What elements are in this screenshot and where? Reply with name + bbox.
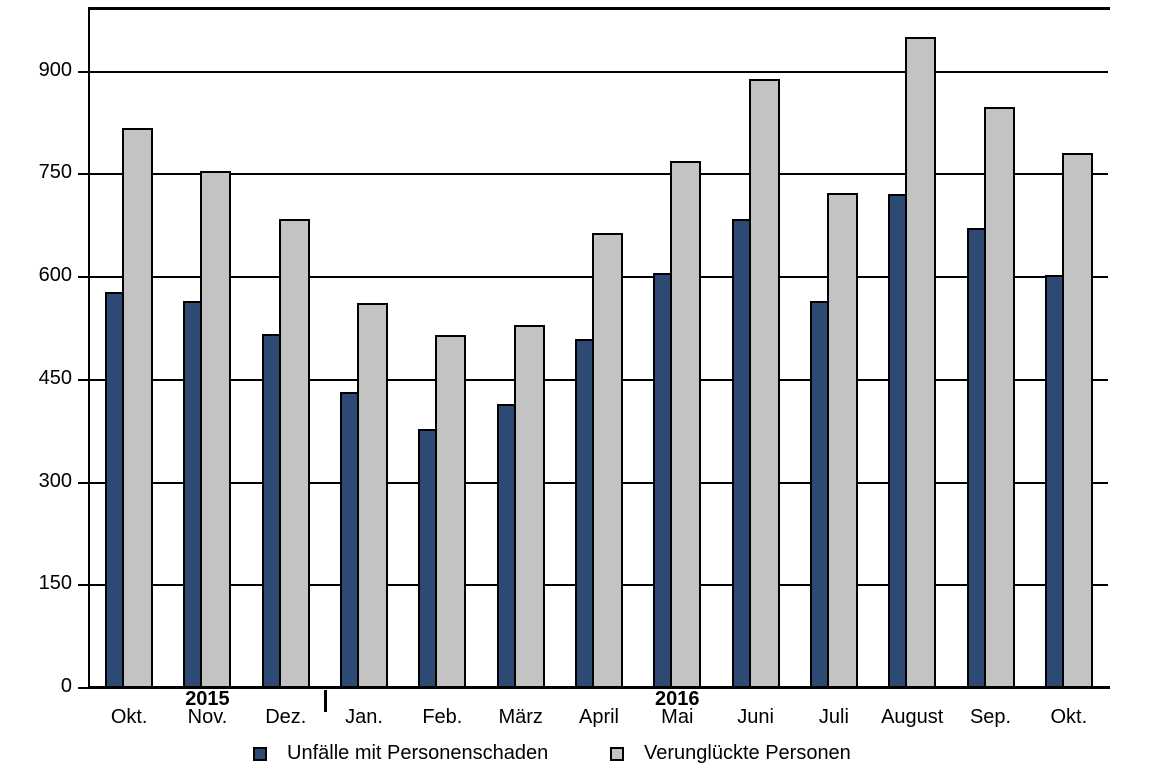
legend-item-verunglueckte: Verunglückte Personen	[610, 742, 851, 764]
bar-verunglueckte-5	[513, 325, 545, 688]
y-axis-label-150: 150	[38, 572, 72, 595]
y-tick-600	[78, 276, 90, 279]
bar-verunglueckte-3	[357, 303, 389, 688]
bar-verunglueckte-0	[122, 127, 154, 688]
y-axis-label-450: 450	[38, 366, 72, 389]
bar-verunglueckte-8	[748, 79, 780, 688]
y-axis-label-900: 900	[38, 58, 72, 81]
legend-swatch-unfaelle-icon	[253, 746, 267, 761]
x-axis-label-10: August	[881, 706, 944, 728]
x-axis-label-9: Juli	[818, 706, 849, 728]
legend-item-unfaelle: Unfälle mit Personenschaden	[253, 742, 548, 764]
bar-verunglueckte-11	[983, 107, 1015, 688]
x-axis-label-2: Dez.	[265, 706, 307, 728]
y-tick-450	[78, 378, 90, 381]
x-axis-label-11: Sep.	[969, 706, 1012, 728]
y-tick-750	[78, 173, 90, 176]
y-tick-900	[78, 70, 90, 73]
y-axis-label-0: 0	[60, 675, 72, 697]
x-axis-label-6: April	[578, 706, 619, 728]
year-label-2015: 2015	[185, 688, 230, 710]
x-axis-label-12: Okt.	[1050, 706, 1088, 728]
bar-verunglueckte-4	[435, 335, 467, 688]
bar-verunglueckte-9	[826, 192, 858, 688]
y-axis-label-300: 300	[38, 469, 72, 492]
gridline-750	[90, 173, 1108, 176]
y-axis-line	[88, 8, 90, 689]
x-axis-label-3: Jan.	[345, 706, 383, 728]
y-tick-300	[78, 481, 90, 484]
bar-verunglueckte-1	[200, 170, 232, 688]
bar-verunglueckte-7	[670, 160, 702, 688]
plot-top-border	[88, 7, 1110, 10]
year-separator-tick	[323, 690, 327, 712]
y-tick-0	[78, 687, 90, 689]
bar-verunglueckte-2	[278, 218, 310, 688]
bar-verunglueckte-12	[1061, 153, 1093, 688]
x-axis-label-4: Feb.	[422, 706, 463, 728]
x-axis-label-1: Nov.	[187, 706, 228, 728]
y-tick-150	[78, 584, 90, 587]
x-axis-label-5: März	[498, 706, 543, 728]
x-axis-label-8: Juni	[737, 706, 774, 728]
y-axis-label-600: 600	[38, 264, 72, 287]
gridline-900	[90, 70, 1108, 73]
y-axis-label-750: 750	[38, 161, 72, 184]
legend-label-verunglueckte: Verunglückte Personen	[644, 742, 851, 764]
year-label-2016: 2016	[655, 688, 700, 710]
bar-verunglueckte-10	[905, 36, 937, 688]
x-axis-label-0: Okt.	[110, 706, 148, 728]
x-axis-label-7: Mai	[661, 706, 694, 728]
bar-verunglueckte-6	[592, 232, 623, 688]
x-axis-line	[88, 686, 1110, 689]
legend-swatch-verunglueckte-icon	[610, 746, 624, 761]
legend-label-unfaelle: Unfälle mit Personenschaden	[287, 742, 549, 764]
